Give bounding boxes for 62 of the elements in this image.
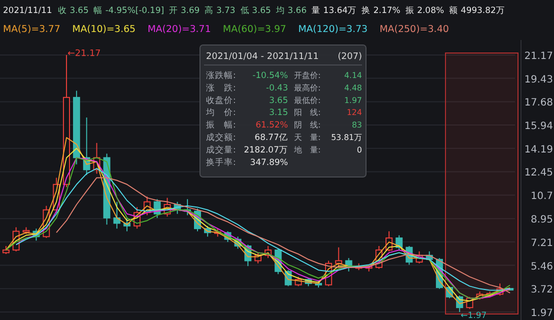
annotation: 涨跌幅: xyxy=(206,70,236,81)
text: 低 3.65 xyxy=(240,5,271,16)
annotation: 均 价: xyxy=(205,107,236,118)
annotation: 4.14 xyxy=(344,71,362,80)
annotation: 地 量: xyxy=(293,145,321,154)
y-tick-label: 17.68 xyxy=(524,98,553,109)
y-tick-label: 10.7 xyxy=(530,191,553,202)
text: 额 4993.82万 xyxy=(449,5,505,16)
annotation: 收盘价: xyxy=(206,94,236,106)
y-tick-label: 8.95 xyxy=(530,214,553,226)
annotation: 3.65 xyxy=(269,96,288,106)
annotation: 3.15 xyxy=(269,108,288,118)
annotation: 振 幅: xyxy=(206,120,236,131)
text: 幅 -4.95%[-0.19] xyxy=(94,5,164,16)
text: MA(120)=3.73 xyxy=(298,24,368,35)
annotation: 2021/01/04 - 2021/11/11 xyxy=(206,52,319,62)
annotation: -0.43 xyxy=(266,83,288,94)
y-tick-label: 19.43 xyxy=(524,74,553,86)
annotation: 1.97 xyxy=(344,96,362,105)
y-tick-label: 14.19 xyxy=(524,144,553,156)
annotation: 68.77亿 xyxy=(254,132,288,143)
text: MA(10)=3.65 xyxy=(72,24,136,35)
annotation: ←21.17 xyxy=(67,49,101,59)
y-tick-label: 5.46 xyxy=(530,261,553,272)
text: 量 13.64万 xyxy=(312,5,357,16)
annotation: 开盘价: xyxy=(294,71,321,80)
annotation: 347.89% xyxy=(250,158,288,168)
annotation: 53.81万 xyxy=(331,133,362,142)
text: MA(5)=3.77 xyxy=(3,24,60,35)
text: MA(250)=3.40 xyxy=(380,24,449,35)
annotation: 成交额: xyxy=(206,132,236,143)
annotation: 涨 跌: xyxy=(206,82,236,94)
text: 高 3.73 xyxy=(204,5,236,16)
y-tick-label: 1.97 xyxy=(530,308,553,319)
annotation: 2182.07万 xyxy=(244,145,288,156)
annotation: 阳 线: xyxy=(294,108,321,118)
text: 换 2.17% xyxy=(362,5,400,16)
annotation: 天 量: xyxy=(294,133,321,142)
annotation: -10.54% xyxy=(252,71,288,81)
annotation: 最低价: xyxy=(294,96,321,105)
annotation: 124 xyxy=(346,108,362,118)
y-tick-label: 12.45 xyxy=(524,168,553,179)
y-tick-label: 15.94 xyxy=(524,121,553,132)
annotation: 成交量: xyxy=(206,144,236,156)
annotation: 换手率: xyxy=(206,156,236,168)
text: 开 3.69 xyxy=(169,6,200,16)
annotation: (207) xyxy=(338,52,362,62)
chart-title: 2021/11/11 xyxy=(3,6,52,16)
text: MA(60)=3.97 xyxy=(222,24,286,35)
annotation: 0 xyxy=(356,145,362,154)
annotation: 阴 线: xyxy=(294,120,321,130)
text: 收 3.65 xyxy=(58,5,89,16)
y-tick-label: 7.21 xyxy=(530,238,553,249)
y-tick-label: 3.72 xyxy=(530,284,553,296)
annotation: 4.48 xyxy=(344,83,362,92)
text: 均 3.66 xyxy=(274,5,307,16)
text: 振 2.08% xyxy=(405,5,444,16)
y-tick-label: 21.17 xyxy=(524,51,553,62)
annotation: 最高价: xyxy=(294,83,321,92)
annotation: 83 xyxy=(352,120,362,130)
annotation: 61.52% xyxy=(256,120,288,131)
text: MA(20)=3.71 xyxy=(148,24,211,35)
